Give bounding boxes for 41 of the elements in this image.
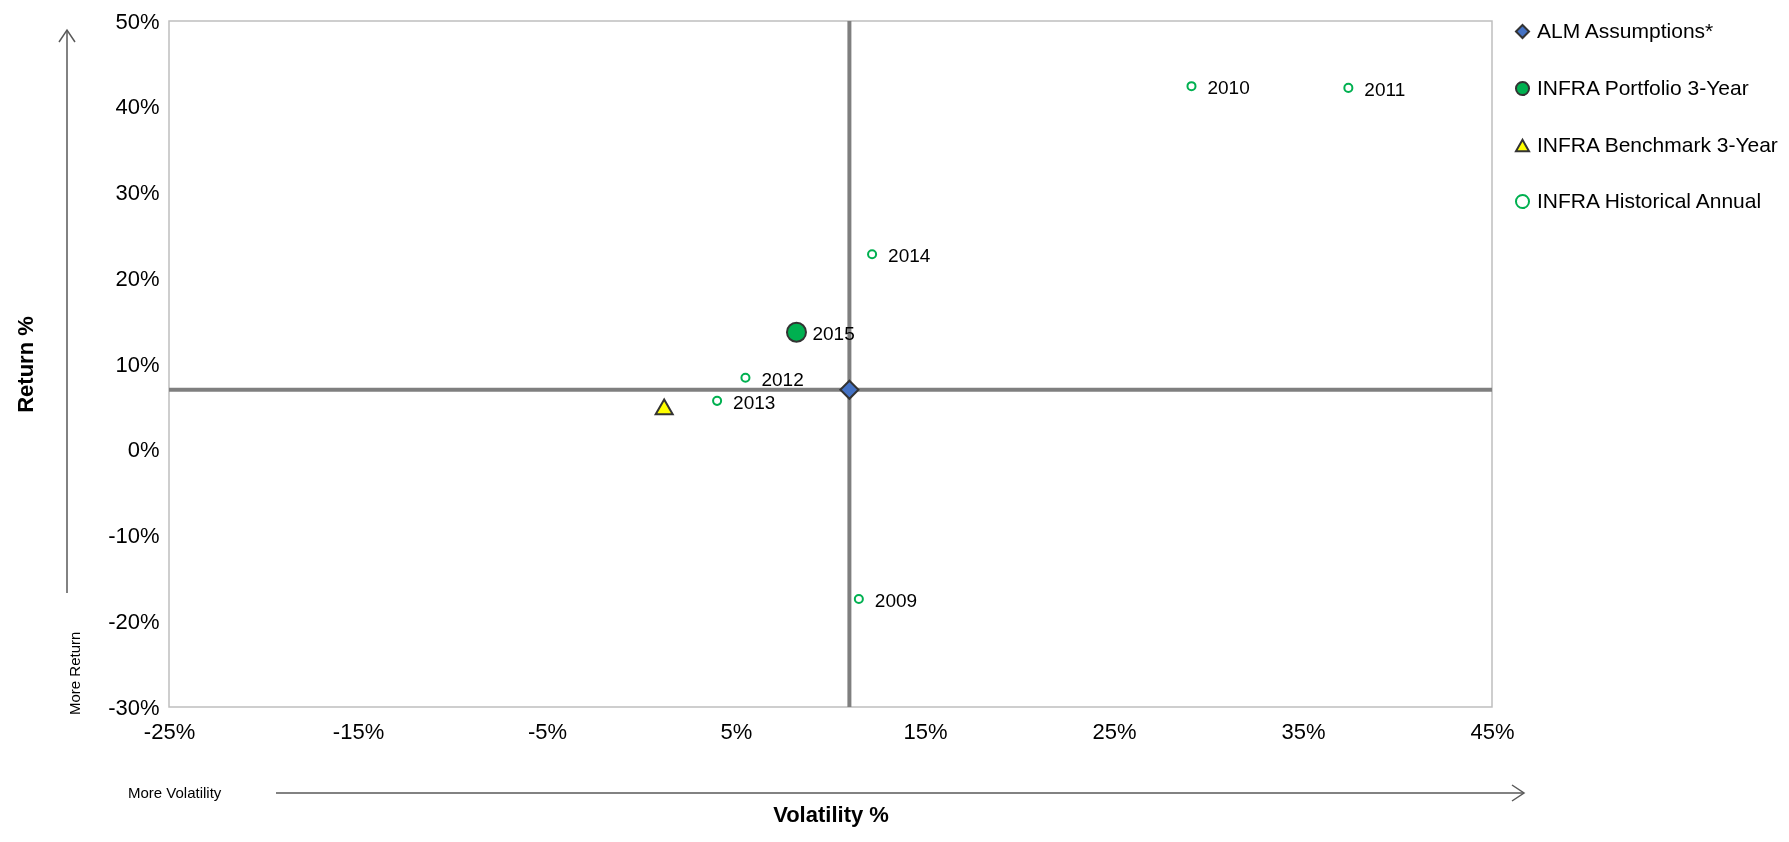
x-tick-label: 35% — [1281, 718, 1326, 744]
y-axis-title: Return % — [13, 316, 39, 413]
point — [740, 372, 751, 383]
y-tick-label: 30% — [115, 180, 160, 205]
legend-label: ALM Assumptions* — [1537, 18, 1714, 42]
y-tick-label: 20% — [115, 265, 160, 291]
annotation: 2014 — [888, 245, 931, 267]
annotation: 2009 — [874, 589, 918, 611]
y-tick-label: 10% — [115, 351, 160, 377]
text: More Return — [66, 631, 83, 715]
x-tick-label: 45% — [1470, 718, 1515, 744]
y-tick-label: 40% — [115, 94, 160, 120]
legend-label: INFRA Historical Annual — [1537, 188, 1762, 212]
point — [712, 395, 723, 406]
point — [867, 249, 878, 260]
y-tick-label: 50% — [115, 8, 160, 34]
point — [853, 593, 864, 604]
annotation: 2015 — [812, 323, 855, 345]
legend-label: INFRA Benchmark 3-Year — [1537, 132, 1778, 156]
annotation: 2013 — [733, 391, 776, 413]
y-tick-label: -20% — [108, 608, 160, 634]
annotation: 2010 — [1207, 77, 1250, 99]
x-tick-label: -15% — [332, 718, 385, 744]
x-tick-label: 5% — [720, 718, 753, 744]
x-axis-title: Volatility % — [773, 801, 889, 827]
point — [1186, 81, 1197, 92]
y-tick-label: -30% — [108, 694, 160, 720]
point — [654, 398, 674, 416]
x-tick-label: -5% — [527, 718, 568, 744]
annotation: 2011 — [1364, 78, 1406, 100]
x-tick-label: 25% — [1092, 718, 1137, 744]
x-tick-label: 15% — [903, 718, 948, 744]
text: More Volatility — [128, 784, 222, 801]
point — [839, 379, 860, 400]
y-tick-label: -10% — [108, 523, 160, 548]
legend-label: INFRA Portfolio 3-Year — [1537, 75, 1749, 99]
annotation: 2012 — [761, 368, 804, 390]
x-tick-label: -25% — [143, 718, 196, 744]
y-tick-label: 0% — [127, 437, 160, 463]
point — [785, 321, 807, 343]
point — [1343, 82, 1354, 93]
